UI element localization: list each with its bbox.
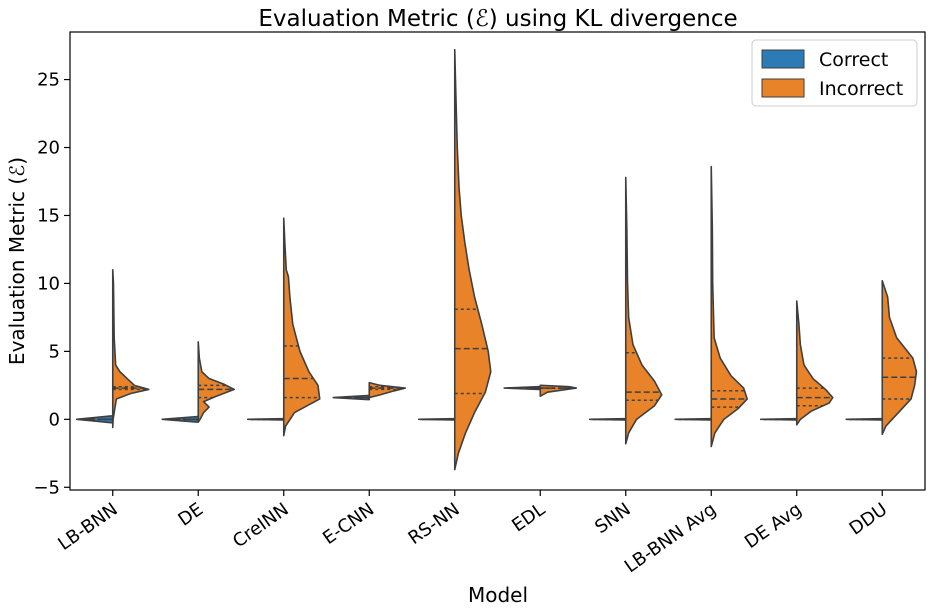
y-tick-label: 15 [37, 205, 60, 226]
violins [75, 48, 918, 471]
x-tick-label-lb-bnn: LB-BNN [54, 499, 121, 555]
legend-label-correct: Correct [819, 49, 888, 71]
plot-frame [69, 31, 926, 491]
violin-incorrect-rs-nn [453, 48, 492, 471]
x-tick-label-snn: SNN [591, 499, 634, 538]
y-tick-label: −5 [33, 477, 60, 498]
x-tick-label-ddu: DDU [846, 499, 892, 540]
violin-incorrect-edl [539, 384, 578, 398]
x-axis-label: Model [468, 583, 528, 607]
x-tick-label-e-cnn: E-CNN [319, 499, 378, 549]
y-tick-label: 10 [37, 273, 60, 294]
y-tick-label: 5 [49, 341, 60, 362]
y-tick-label: 0 [49, 409, 60, 430]
x-tick-label-creinn: CreINN [229, 499, 293, 552]
violin-incorrect-snn [624, 176, 663, 445]
x-tick-label-rs-nn: RS-NN [405, 499, 464, 549]
violin-incorrect-ddu [881, 279, 918, 436]
y-axis-label: Evaluation Metric (ℰ) [5, 157, 29, 365]
y-tick-label: 20 [37, 138, 60, 159]
violin-incorrect-creinn [282, 217, 321, 437]
y-tick-label: 25 [37, 70, 60, 91]
violin-incorrect-de-avg [795, 300, 834, 426]
x-tick-label-de-avg: DE Avg [741, 499, 806, 553]
legend-swatch-correct [761, 49, 805, 69]
legend: Correct Incorrect [751, 39, 918, 107]
legend-label-incorrect: Incorrect [819, 78, 903, 100]
chart-title: Evaluation Metric (ℰ) using KL divergenc… [258, 6, 737, 32]
x-tick-label-edl: EDL [508, 499, 549, 536]
x-tick-label-lb-bnn-avg: LB-BNN Avg [621, 499, 720, 577]
violin-incorrect-lb-bnn [111, 269, 150, 429]
x-tick-label-de: DE [174, 499, 207, 531]
violin-incorrect-de [197, 341, 236, 423]
y-axis-ticks: −5 0 5 10 15 20 25 [33, 70, 70, 498]
legend-swatch-incorrect [761, 78, 805, 98]
violin-incorrect-lb-bnn-avg [710, 165, 749, 448]
